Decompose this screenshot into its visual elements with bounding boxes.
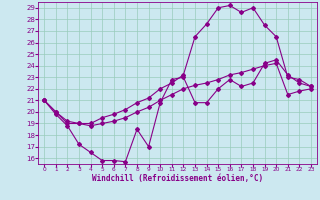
X-axis label: Windchill (Refroidissement éolien,°C): Windchill (Refroidissement éolien,°C): [92, 174, 263, 183]
